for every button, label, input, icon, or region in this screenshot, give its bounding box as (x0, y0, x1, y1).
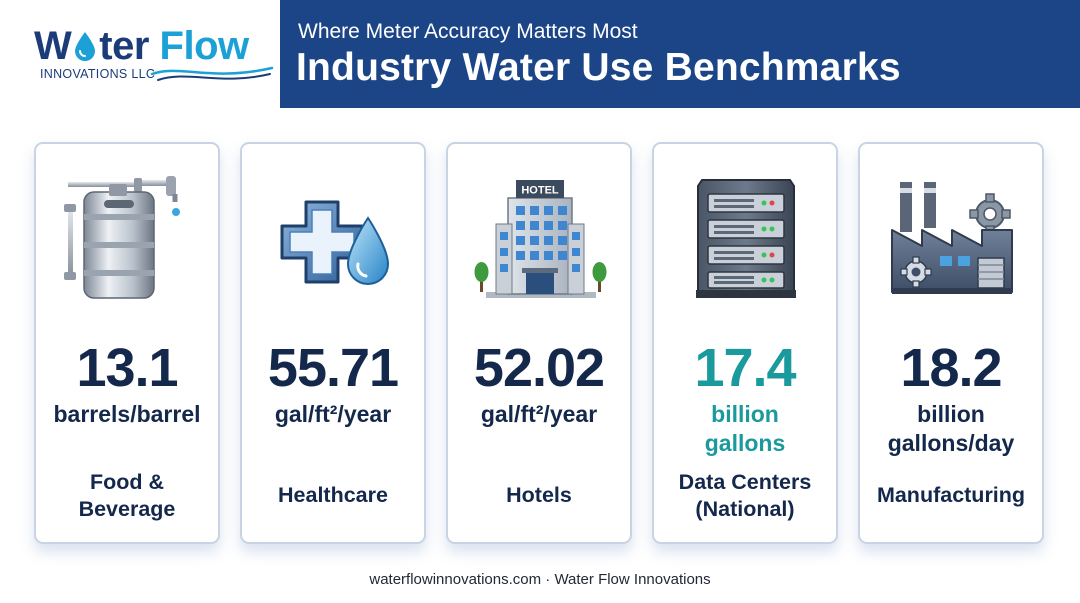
hotel-sign-text: HOTEL (521, 185, 559, 197)
benchmark-value: 17.4 (694, 338, 796, 398)
benchmark-card-healthcare: 55.71 gal/ft²/year Healthcare (240, 142, 426, 544)
logo-text-w: W (34, 24, 72, 68)
industry-label-line: Hotels (506, 483, 572, 507)
benchmark-card-food-beverage: 13.1 barrels/barrel Food & Beverage (34, 142, 220, 544)
water-drop-icon (72, 26, 98, 61)
benchmark-value: 52.02 (473, 338, 605, 398)
benchmark-cards: 13.1 barrels/barrel Food & Beverage 55.7… (34, 142, 1046, 544)
industry-label-line: Food & (89, 470, 165, 494)
keg-with-taps-icon (64, 176, 180, 299)
industry-label-line: Manufacturing (876, 483, 1026, 507)
industry-label-line: Data Centers (678, 470, 812, 494)
industry-label: Food & Beverage (36, 469, 218, 523)
benchmark-card-hotels: HOTEL 52.02 gal/ft²/year Hotels (446, 142, 632, 544)
benchmark-value: 18.2 (900, 338, 1002, 398)
benchmark-unit: billion gallons/day (860, 400, 1042, 458)
industry-label: Data Centers (National) (654, 469, 836, 523)
page-title: Industry Water Use Benchmarks (296, 46, 901, 89)
benchmark-unit-line: gallons (704, 430, 786, 456)
benchmark-unit: barrels/barrel (53, 401, 201, 427)
benchmark-unit: gal/ft²/year (274, 401, 392, 427)
benchmark-value: 55.71 (267, 338, 399, 398)
industry-label-line: Healthcare (278, 483, 388, 507)
industry-label-line: Beverage (78, 497, 176, 521)
benchmark-unit: billion gallons (654, 400, 836, 458)
benchmark-value: 13.1 (76, 338, 178, 398)
benchmark-card-manufacturing: 18.2 billion gallons/day Manufacturing (858, 142, 1044, 544)
wave-lines-icon (150, 66, 274, 81)
medical-cross-water-drop-icon (280, 200, 390, 285)
logo-text-flow: Flow (159, 24, 250, 68)
header-banner: Where Meter Accuracy Matters Most Indust… (280, 0, 1080, 108)
benchmark-unit-line: gallons/day (887, 430, 1015, 456)
industry-label: Hotels (448, 482, 630, 509)
benchmark-unit-line: billion (711, 401, 779, 427)
benchmark-unit-line: billion (917, 401, 985, 427)
hotel-building-icon: HOTEL (474, 180, 607, 298)
benchmark-card-data-centers: 17.4 billion gallons Data Centers (Natio… (652, 142, 838, 544)
industry-label: Manufacturing (860, 482, 1042, 509)
factory-gear-icon (891, 182, 1013, 294)
industry-label: Healthcare (242, 482, 424, 509)
benchmark-unit: gal/ft²/year (480, 401, 598, 427)
header-subtitle: Where Meter Accuracy Matters Most (298, 20, 638, 43)
logo-text-ter: ter (99, 24, 149, 68)
server-rack-icon (696, 179, 796, 298)
logo-subtitle: INNOVATIONS LLC (40, 67, 156, 81)
industry-label-line: (National) (695, 497, 795, 521)
footer-text: waterflowinnovations.com · Water Flow In… (369, 571, 711, 588)
